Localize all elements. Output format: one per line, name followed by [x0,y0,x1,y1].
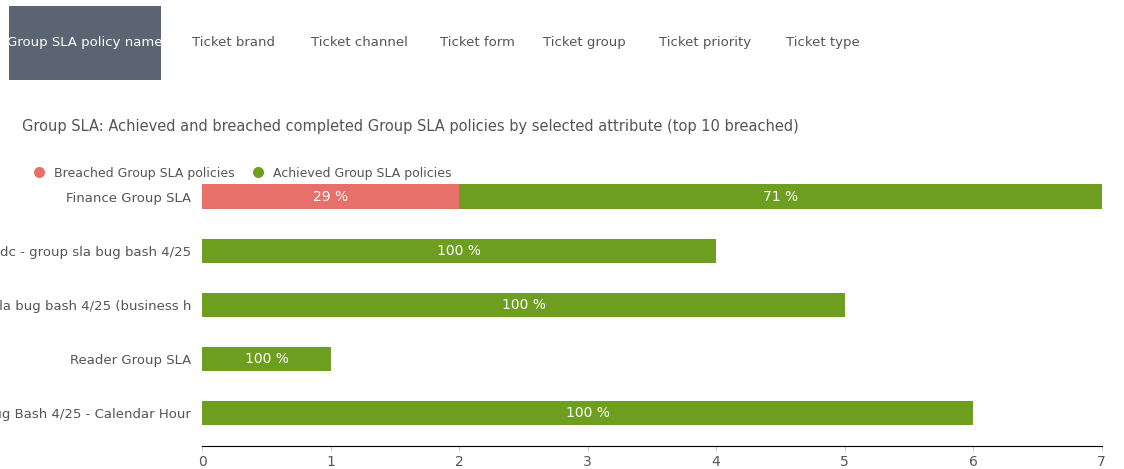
Text: 100 %: 100 % [565,406,609,420]
Text: 71 %: 71 % [763,189,798,204]
Text: 29 %: 29 % [314,189,348,204]
Bar [202,293,844,317]
Text: 100 %: 100 % [501,298,545,312]
Text: 100 %: 100 % [245,352,289,366]
Text: Group SLA policy name: Group SLA policy name [7,36,163,49]
Text: Ticket channel: Ticket channel [311,36,408,49]
Text: Ticket group: Ticket group [543,36,626,49]
Text: Ticket brand: Ticket brand [192,36,274,49]
Text: Ticket priority: Ticket priority [660,36,751,49]
Bar [460,184,1102,209]
Legend: Breached Group SLA policies, Achieved Group SLA policies: Breached Group SLA policies, Achieved Gr… [28,162,456,185]
FancyBboxPatch shape [9,6,161,80]
Bar [202,347,330,371]
Bar [202,184,460,209]
Bar [202,239,716,263]
Text: 100 %: 100 % [437,244,481,258]
Text: Group SLA: Achieved and breached completed Group SLA policies by selected attrib: Group SLA: Achieved and breached complet… [22,119,799,134]
Text: Ticket type: Ticket type [787,36,860,49]
Bar [202,401,973,425]
Text: Ticket form: Ticket form [441,36,515,49]
